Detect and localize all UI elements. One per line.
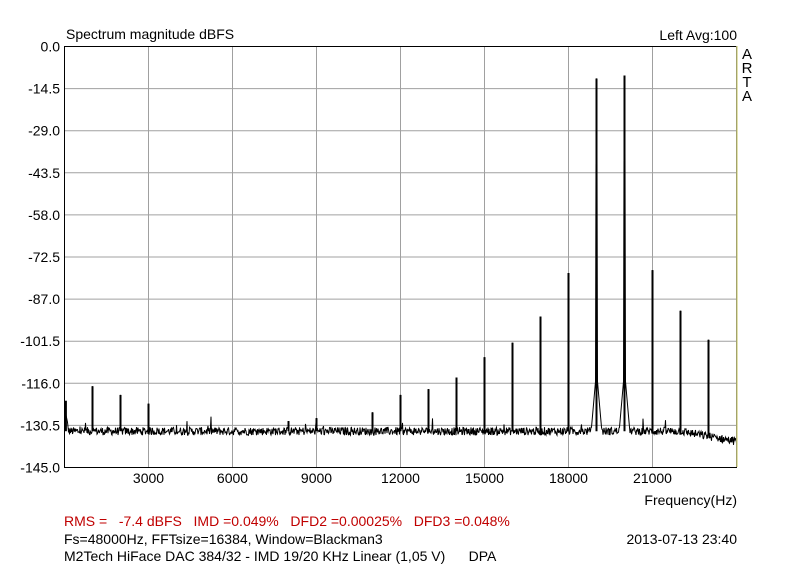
x-tick-label: 21000: [633, 470, 672, 486]
y-tick-label: -130.5: [20, 417, 60, 433]
y-tick-label: -101.5: [20, 333, 60, 349]
y-axis-tick-labels: 0.0 -14.5 -29.0 -43.5 -58.0 -72.5 -87.0 -101.5 -…: [20, 39, 60, 476]
x-tick-label: 3000: [133, 470, 164, 486]
spectrum-trace: [64, 75, 737, 445]
y-tick-label: 0.0: [41, 39, 61, 55]
arta-letter: A: [741, 88, 752, 105]
x-tick-label: 12000: [381, 470, 420, 486]
y-tick-label: -87.0: [28, 291, 60, 307]
y-tick-label: -14.5: [28, 81, 60, 97]
y-tick-label: -58.0: [28, 207, 60, 223]
x-tick-label: 15000: [465, 470, 504, 486]
x-axis-label: Frequency(Hz): [644, 492, 737, 508]
measurement-results: RMS = -7.4 dBFS IMD =0.049% DFD2 =0.0002…: [64, 513, 510, 529]
timestamp: 2013-07-13 23:40: [626, 531, 737, 547]
y-tick-label: -145.0: [20, 460, 60, 476]
arta-letter: T: [742, 74, 752, 91]
arta-letter: R: [741, 60, 753, 77]
analysis-settings: Fs=48000Hz, FFTsize=16384, Window=Blackm…: [64, 531, 383, 547]
channel-average-info: Left Avg:100: [659, 27, 737, 43]
arta-logo: A R T A: [740, 46, 754, 105]
spectrum-noise-trace: [64, 75, 737, 445]
x-axis-tick-labels: 3000 6000 9000 12000 15000 18000 21000: [133, 470, 672, 486]
x-tick-label: 6000: [217, 470, 248, 486]
device-description: M2Tech HiFace DAC 384/32 - IMD 19/20 KHz…: [64, 548, 497, 564]
x-tick-label: 18000: [549, 470, 588, 486]
x-tick-label: 9000: [301, 470, 332, 486]
chart-title: Spectrum magnitude dBFS: [66, 26, 235, 42]
y-tick-label: -72.5: [28, 249, 60, 265]
arta-letter: A: [741, 46, 752, 63]
y-tick-label: -116.0: [21, 375, 60, 391]
y-tick-label: -43.5: [28, 165, 60, 181]
y-tick-label: -29.0: [28, 123, 60, 139]
